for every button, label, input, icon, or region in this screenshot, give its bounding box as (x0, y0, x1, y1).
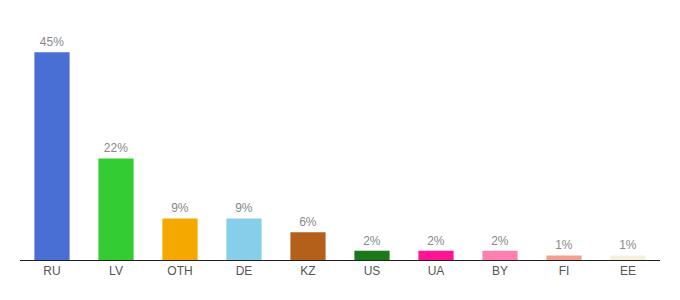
svg-text:FI: FI (559, 264, 570, 278)
svg-text:2%: 2% (427, 234, 445, 248)
svg-text:9%: 9% (171, 201, 189, 215)
svg-text:US: US (364, 264, 381, 278)
svg-text:2%: 2% (363, 234, 381, 248)
svg-text:UA: UA (428, 264, 445, 278)
svg-text:22%: 22% (104, 141, 128, 155)
svg-text:LV: LV (109, 264, 123, 278)
svg-text:1%: 1% (555, 238, 573, 252)
svg-text:OTH: OTH (167, 264, 192, 278)
svg-text:1%: 1% (619, 238, 637, 252)
svg-text:RU: RU (43, 264, 60, 278)
svg-text:KZ: KZ (300, 264, 315, 278)
svg-text:BY: BY (492, 264, 508, 278)
svg-text:2%: 2% (491, 234, 509, 248)
svg-text:EE: EE (620, 264, 636, 278)
svg-text:45%: 45% (40, 35, 64, 49)
svg-text:9%: 9% (235, 201, 253, 215)
svg-text:6%: 6% (299, 215, 317, 229)
svg-text:DE: DE (236, 264, 253, 278)
